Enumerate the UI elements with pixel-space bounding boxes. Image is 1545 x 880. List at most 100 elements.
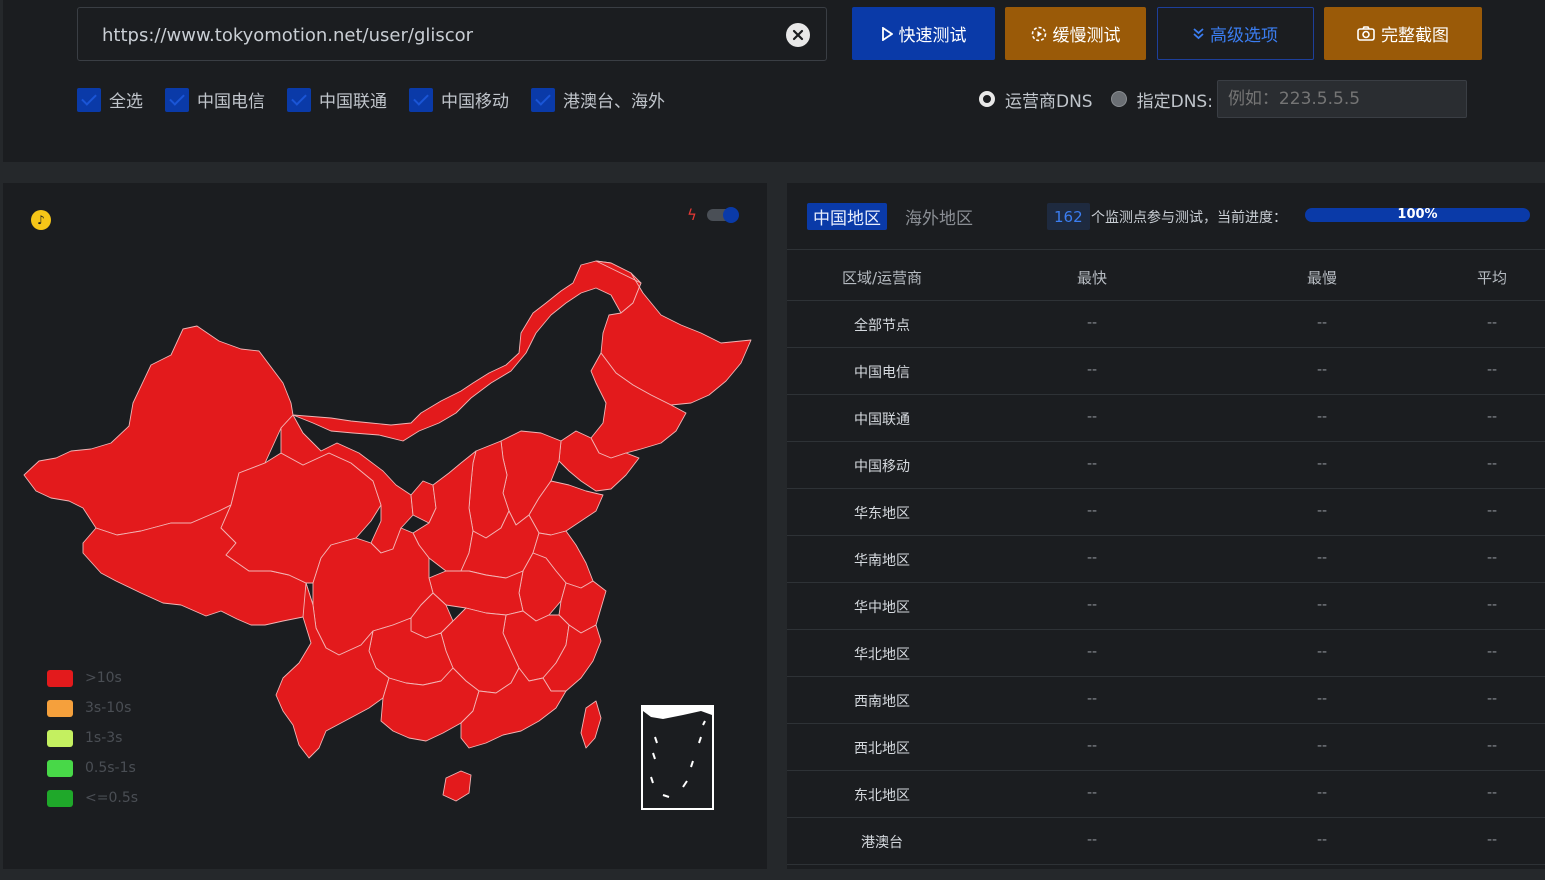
lightning-icon: ϟ bbox=[687, 206, 697, 224]
table-row: 东北地区 -- -- -- bbox=[787, 771, 1545, 818]
tab-label: 中国地区 bbox=[813, 209, 881, 229]
checkbox-telecom[interactable]: 中国电信 bbox=[165, 87, 265, 112]
average-cell: -- bbox=[1486, 503, 1498, 519]
province-liaoning bbox=[558, 430, 640, 492]
south-china-sea-islands bbox=[643, 707, 712, 798]
radio-custom-dns[interactable]: 指定DNS: bbox=[1110, 87, 1213, 112]
region-cell: 全部节点 bbox=[854, 318, 910, 334]
slow-test-button[interactable]: 缓慢测试 bbox=[1005, 7, 1146, 60]
dns-options: 运营商DNS 指定DNS: bbox=[979, 80, 1467, 118]
region-cell: 西北地区 bbox=[854, 741, 910, 757]
header-region[interactable]: 区域/运营商 bbox=[841, 269, 923, 287]
progress-bar: 100% bbox=[1305, 208, 1530, 222]
slowest-cell: -- bbox=[1316, 409, 1328, 425]
fastest-cell: -- bbox=[1086, 315, 1098, 331]
checkbox-label: 中国电信 bbox=[197, 92, 265, 112]
toggle-knob[interactable] bbox=[723, 207, 739, 223]
header-fastest[interactable]: 最快 bbox=[1076, 269, 1107, 287]
table-row: 中国联通 -- -- -- bbox=[787, 395, 1545, 442]
custom-dns-input[interactable] bbox=[1216, 80, 1467, 118]
fastest-cell: -- bbox=[1086, 362, 1098, 378]
camera-icon bbox=[1357, 26, 1375, 41]
checkbox-mobile[interactable]: 中国移动 bbox=[409, 87, 509, 112]
chevron-double-down-icon bbox=[1193, 27, 1204, 39]
fastest-cell: -- bbox=[1086, 832, 1098, 848]
average-cell: -- bbox=[1486, 832, 1498, 848]
slowest-cell: -- bbox=[1316, 456, 1328, 472]
progress-fill: 100% bbox=[1305, 208, 1530, 222]
table-row: 全部节点 -- -- -- bbox=[787, 301, 1545, 348]
table-row: 华中地区 -- -- -- bbox=[787, 583, 1545, 630]
checkbox-box[interactable] bbox=[165, 87, 189, 112]
advanced-options-label: 高级选项 bbox=[1210, 26, 1278, 46]
map-legend: >10s 3s-10s 1s-3s 0.5s-1s <=0.5s bbox=[47, 663, 138, 813]
checkbox-box[interactable] bbox=[287, 87, 311, 112]
province-yunnan bbox=[275, 582, 390, 759]
checkbox-box[interactable] bbox=[77, 87, 101, 112]
fastest-cell: -- bbox=[1086, 691, 1098, 707]
fastest-cell: -- bbox=[1086, 550, 1098, 566]
radio-label: 运营商DNS bbox=[1005, 91, 1093, 112]
region-cell: 华北地区 bbox=[854, 647, 910, 663]
radio-dot[interactable] bbox=[1110, 91, 1127, 107]
slowest-cell: -- bbox=[1316, 785, 1328, 801]
map-toggle[interactable] bbox=[707, 207, 739, 223]
region-cell: 中国联通 bbox=[854, 412, 910, 428]
average-cell: -- bbox=[1486, 597, 1498, 613]
region-cell: 华中地区 bbox=[854, 600, 910, 616]
slowest-cell: -- bbox=[1316, 691, 1328, 707]
checkbox-box[interactable] bbox=[531, 87, 555, 112]
url-input[interactable] bbox=[102, 22, 762, 48]
close-circle-icon[interactable] bbox=[786, 23, 810, 47]
checkbox-box[interactable] bbox=[409, 87, 433, 112]
tab-overseas-region[interactable]: 海外地区 bbox=[899, 203, 979, 230]
slowest-cell: -- bbox=[1316, 550, 1328, 566]
radio-dot[interactable] bbox=[979, 91, 995, 107]
slowest-cell: -- bbox=[1316, 362, 1328, 378]
fastest-cell: -- bbox=[1086, 597, 1098, 613]
legend-item: 3s-10s bbox=[47, 693, 138, 723]
province-guangdong bbox=[460, 667, 567, 749]
advanced-options-button[interactable]: 高级选项 bbox=[1157, 7, 1314, 60]
header-slowest[interactable]: 最慢 bbox=[1306, 269, 1337, 287]
table-row: 中国电信 -- -- -- bbox=[787, 348, 1545, 395]
quick-test-label: 快速测试 bbox=[898, 26, 967, 46]
legend-item: 1s-3s bbox=[47, 723, 138, 753]
region-cell: 中国移动 bbox=[854, 459, 910, 475]
region-cell: 华东地区 bbox=[854, 506, 910, 522]
checkbox-label: 港澳台、海外 bbox=[563, 92, 665, 112]
header-average[interactable]: 平均 bbox=[1476, 269, 1507, 287]
radio-isp-dns[interactable]: 运营商DNS bbox=[979, 87, 1093, 112]
average-cell: -- bbox=[1486, 550, 1498, 566]
checkbox-unicom[interactable]: 中国联通 bbox=[287, 87, 387, 112]
legend-swatch bbox=[47, 789, 73, 807]
legend-label: >10s bbox=[85, 670, 122, 686]
checkbox-label: 中国联通 bbox=[319, 92, 387, 112]
region-cell: 华南地区 bbox=[854, 553, 910, 569]
slowest-cell: -- bbox=[1316, 315, 1328, 331]
region-cell: 港澳台 bbox=[861, 835, 903, 851]
slowest-cell: -- bbox=[1316, 644, 1328, 660]
fastest-cell: -- bbox=[1086, 644, 1098, 660]
play-icon bbox=[881, 26, 893, 41]
screenshot-label: 完整截图 bbox=[1381, 26, 1449, 46]
province-hainan bbox=[442, 770, 472, 802]
average-cell: -- bbox=[1486, 644, 1498, 660]
fastest-cell: -- bbox=[1086, 409, 1098, 425]
results-panel: 中国地区 海外地区 162 个监测点参与测试，当前进度： 100% 区域/运营商… bbox=[787, 183, 1545, 869]
checkbox-overseas[interactable]: 港澳台、海外 bbox=[531, 87, 665, 112]
legend-item: <=0.5s bbox=[47, 783, 138, 813]
average-cell: -- bbox=[1486, 456, 1498, 472]
legend-swatch bbox=[47, 729, 73, 747]
legend-label: <=0.5s bbox=[85, 790, 139, 806]
screenshot-button[interactable]: 完整截图 bbox=[1324, 7, 1482, 60]
checkbox-select-all[interactable]: 全选 bbox=[77, 87, 143, 112]
fastest-cell: -- bbox=[1086, 456, 1098, 472]
china-map[interactable] bbox=[21, 253, 756, 828]
quick-test-button[interactable]: 快速测试 bbox=[852, 7, 995, 60]
tab-china-region[interactable]: 中国地区 bbox=[807, 203, 887, 230]
music-note-icon: ♪ bbox=[31, 210, 51, 230]
table-row: 西南地区 -- -- -- bbox=[787, 677, 1545, 724]
legend-label: 1s-3s bbox=[85, 730, 123, 746]
table-header: 区域/运营商 最快 最慢 平均 bbox=[787, 249, 1545, 301]
